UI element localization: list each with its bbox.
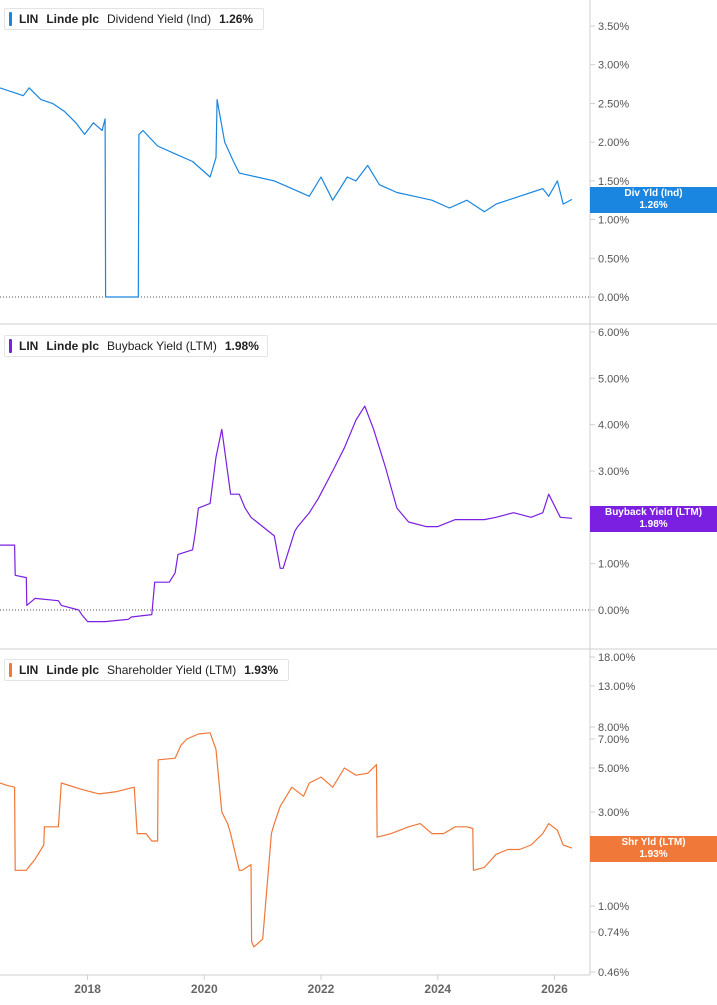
x-tick-label: 2020 bbox=[191, 982, 218, 996]
y-tick-label: 1.00% bbox=[598, 215, 629, 227]
series-line bbox=[0, 405, 573, 623]
legend-value: 1.93% bbox=[244, 663, 279, 677]
legend-metric: Dividend Yield (Ind) bbox=[107, 12, 212, 26]
series-color-swatch bbox=[9, 339, 12, 353]
legend-company: Linde plc bbox=[46, 12, 100, 26]
y-tick-label: 3.00% bbox=[598, 807, 629, 819]
badge-label: Shr Yld (LTM) bbox=[621, 837, 686, 848]
y-tick-label: 0.46% bbox=[598, 967, 629, 979]
y-tick-label: 0.00% bbox=[598, 605, 629, 617]
x-tick-label: 2026 bbox=[541, 982, 568, 996]
last-value-badge-buyback: Buyback Yield (LTM) 1.98% bbox=[590, 506, 717, 532]
legend-ticker: LIN bbox=[19, 663, 39, 677]
y-tick-label: 3.50% bbox=[598, 21, 629, 33]
y-tick-label: 5.00% bbox=[598, 763, 629, 775]
y-tick-label: 6.00% bbox=[598, 327, 629, 339]
y-tick-label: 4.00% bbox=[598, 420, 629, 432]
last-value-badge-dividend: Div Yld (Ind) 1.26% bbox=[590, 187, 717, 213]
legend-value: 1.98% bbox=[224, 339, 259, 353]
y-tick-label: 13.00% bbox=[598, 681, 636, 693]
y-tick-label: 3.00% bbox=[598, 60, 629, 72]
legend-company: Linde plc bbox=[46, 663, 100, 677]
last-value-badge-shareholder: Shr Yld (LTM) 1.93% bbox=[590, 836, 717, 862]
y-tick-label: 1.50% bbox=[598, 176, 629, 188]
series-line bbox=[0, 732, 573, 948]
legend-company: Linde plc bbox=[46, 339, 100, 353]
y-tick-label: 0.74% bbox=[598, 927, 629, 939]
x-tick-label: 2024 bbox=[424, 982, 451, 996]
y-tick-label: 1.00% bbox=[598, 559, 629, 571]
x-tick-label: 2018 bbox=[74, 982, 101, 996]
series-line bbox=[0, 87, 573, 298]
y-tick-label: 1.00% bbox=[598, 901, 629, 913]
y-tick-label: 5.00% bbox=[598, 373, 629, 385]
y-tick-label: 0.50% bbox=[598, 253, 629, 265]
legend-metric: Shareholder Yield (LTM) bbox=[107, 663, 237, 677]
y-tick-label: 18.00% bbox=[598, 652, 636, 664]
badge-label: Buyback Yield (LTM) bbox=[604, 507, 703, 518]
series-color-swatch bbox=[9, 12, 12, 26]
legend-value: 1.26% bbox=[219, 12, 254, 26]
y-tick-label: 3.00% bbox=[598, 466, 629, 478]
badge-value: 1.26% bbox=[639, 200, 668, 211]
legend-buyback-yield[interactable]: LIN Linde plc Buyback Yield (LTM) 1.98% bbox=[4, 335, 268, 357]
y-tick-label: 2.50% bbox=[598, 98, 629, 110]
badge-value: 1.93% bbox=[639, 849, 668, 860]
y-tick-label: 2.00% bbox=[598, 137, 629, 149]
y-tick-label: 7.00% bbox=[598, 734, 629, 746]
legend-metric: Buyback Yield (LTM) bbox=[107, 339, 217, 353]
y-tick-label: 0.00% bbox=[598, 292, 629, 304]
legend-ticker: LIN bbox=[19, 339, 39, 353]
badge-value: 1.98% bbox=[639, 519, 668, 530]
series-color-swatch bbox=[9, 663, 12, 677]
legend-ticker: LIN bbox=[19, 12, 39, 26]
y-tick-label: 8.00% bbox=[598, 722, 629, 734]
x-tick-label: 2022 bbox=[308, 982, 335, 996]
legend-shareholder-yield[interactable]: LIN Linde plc Shareholder Yield (LTM) 1.… bbox=[4, 659, 289, 681]
badge-label: Div Yld (Ind) bbox=[624, 188, 683, 199]
legend-dividend-yield[interactable]: LIN Linde plc Dividend Yield (Ind) 1.26% bbox=[4, 8, 264, 30]
